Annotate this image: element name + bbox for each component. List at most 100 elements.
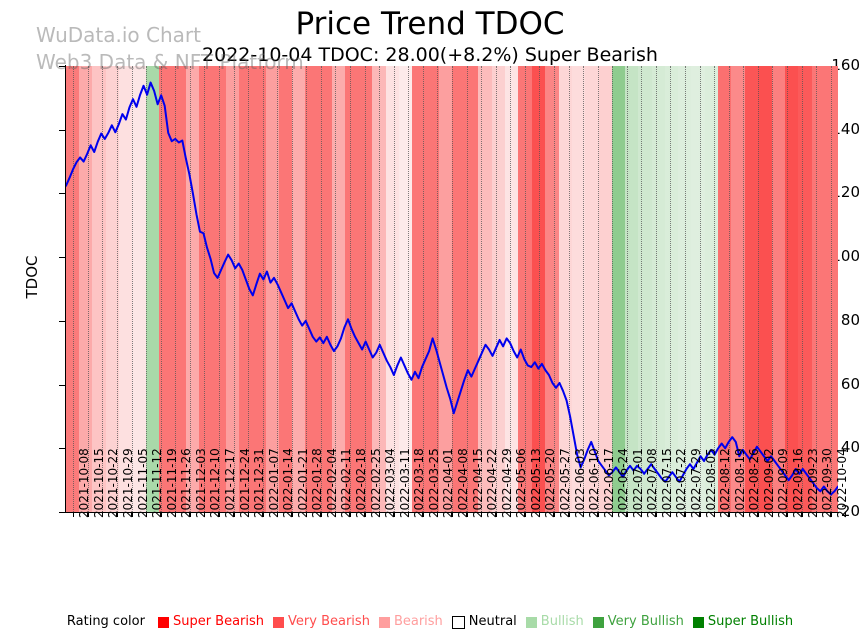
x-axis-tick-label: 2022-02-18 <box>354 448 369 518</box>
gridline <box>452 66 454 512</box>
gridline <box>335 66 337 512</box>
x-axis-tick-mark <box>175 512 177 517</box>
x-axis-tick-label: 2022-08-12 <box>718 448 733 518</box>
rating-band <box>265 66 280 512</box>
gridline <box>364 66 367 512</box>
legend-item[interactable]: Bullish <box>525 615 584 629</box>
rating-band <box>505 66 519 512</box>
rating-band <box>758 66 773 512</box>
x-axis-tick-label: 2022-04-01 <box>441 448 456 518</box>
rating-band <box>345 66 360 512</box>
rating-band-layer <box>66 66 838 512</box>
x-axis-tick-mark <box>655 512 657 517</box>
gridline <box>670 66 672 512</box>
x-axis-tick-mark <box>714 512 716 517</box>
rating-band <box>305 66 320 512</box>
x-axis-tick-label: 2022-09-02 <box>761 448 776 518</box>
x-axis-tick-label: 2022-04-08 <box>456 448 470 518</box>
rating-band <box>198 66 214 512</box>
chart-subtitle: 2022-10-04 TDOC: 28.00(+8.2%) Super Bear… <box>202 44 658 66</box>
x-axis-tick-mark <box>583 512 585 517</box>
x-axis-tick-mark <box>481 512 483 517</box>
x-axis-tick-label: 2022-06-17 <box>601 448 616 518</box>
legend-item[interactable]: Very Bullish <box>592 615 684 629</box>
price-line-series <box>66 81 838 496</box>
x-axis-tick-label: 2022-08-19 <box>732 448 747 518</box>
rating-band <box>465 66 479 512</box>
rating-band <box>119 66 133 512</box>
legend-item[interactable]: Neutral <box>451 614 517 629</box>
gridline <box>262 66 265 512</box>
gridline <box>189 66 192 512</box>
x-axis-tick-mark <box>728 512 730 517</box>
x-axis-tick-mark <box>204 512 206 517</box>
legend-item[interactable]: Bearish <box>378 615 443 629</box>
x-axis-tick-mark <box>350 512 352 517</box>
gridline <box>757 66 760 512</box>
legend-swatch <box>378 616 390 628</box>
x-axis-tick-mark <box>699 512 701 517</box>
rating-band <box>598 66 613 512</box>
gridline <box>553 66 556 512</box>
legend-swatch <box>592 616 604 628</box>
x-axis-tick-mark <box>87 512 89 517</box>
gridline <box>73 66 75 512</box>
x-axis-tick-label: 2022-04-15 <box>470 448 485 518</box>
rating-band <box>811 66 838 512</box>
x-axis-tick-label: 2022-10-04 <box>834 448 849 518</box>
legend-title: Rating color <box>66 614 145 629</box>
x-axis-tick-label: 2021-12-24 <box>237 448 252 518</box>
x-axis-tick-label: 2021-11-05 <box>135 448 150 518</box>
rating-band <box>79 66 93 512</box>
x-axis-tick-mark <box>233 512 235 517</box>
x-axis-tick-label: 2022-08-05 <box>703 448 718 518</box>
gridline <box>146 66 148 512</box>
gridline <box>685 66 687 512</box>
x-axis-tick-label: 2022-05-06 <box>514 448 529 518</box>
x-axis-tick-label: 2022-03-25 <box>426 448 441 518</box>
legend-item[interactable]: Super Bullish <box>692 615 793 629</box>
vertical-gridlines <box>66 66 838 512</box>
y-axis-tick-label: 20 <box>840 502 860 520</box>
x-axis-tick-label: 2022-09-09 <box>776 448 791 518</box>
x-axis-tick-mark <box>218 512 220 517</box>
x-axis-tick-mark <box>393 512 395 517</box>
x-axis-tick-label: 2022-03-11 <box>397 448 412 518</box>
x-axis-tick-mark <box>146 512 148 517</box>
x-axis-tick-mark <box>437 512 439 517</box>
x-axis-tick-mark <box>73 512 75 517</box>
x-axis-tick-mark <box>495 512 497 517</box>
x-axis-tick-label: 2022-06-10 <box>587 448 602 518</box>
y-axis-tick-label: 40 <box>840 438 860 457</box>
gridline <box>510 66 512 512</box>
x-axis-tick-label: 2021-11-26 <box>179 448 194 518</box>
legend-item[interactable]: Very Bearish <box>273 615 370 629</box>
x-axis-tick-label: 2022-01-21 <box>295 448 310 518</box>
x-axis-tick-mark <box>248 512 250 517</box>
y-axis-spine <box>65 65 66 513</box>
legend-item[interactable]: Super Bearish <box>157 615 264 629</box>
rating-band <box>651 66 666 512</box>
x-axis-tick-label: 2022-04-22 <box>485 448 500 518</box>
x-axis-tick-mark <box>422 512 424 517</box>
y-axis-tick-mark <box>59 129 65 131</box>
gridline <box>743 66 745 512</box>
x-axis-tick-mark <box>466 512 468 517</box>
rating-band <box>292 66 306 512</box>
x-axis-tick-label: 2021-10-22 <box>106 448 121 518</box>
x-axis-tick-mark <box>553 512 555 517</box>
x-axis-tick-mark <box>408 512 410 517</box>
legend-item-label: Neutral <box>468 614 517 629</box>
gridline <box>204 66 206 512</box>
x-axis-tick-mark <box>320 512 322 517</box>
gridline <box>306 66 308 512</box>
rating-band <box>385 66 400 512</box>
y-axis-tick-label: 80 <box>840 310 860 329</box>
gridline <box>466 66 469 512</box>
rating-band <box>106 66 120 512</box>
rating-band <box>571 66 586 512</box>
legend-swatch <box>692 616 704 628</box>
gridline <box>641 66 643 512</box>
y-axis-tick-mark <box>59 66 65 67</box>
